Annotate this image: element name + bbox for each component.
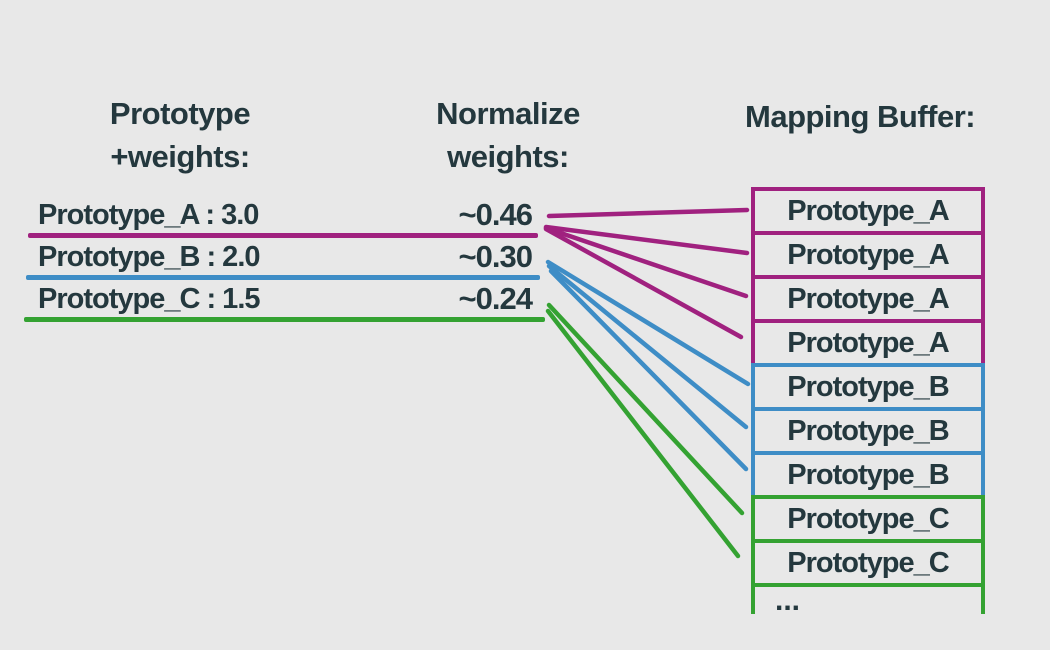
- connector-line-b1: [545, 259, 751, 387]
- buffer-row: Prototype_A: [751, 187, 985, 231]
- buffer-ellipsis-row: ...: [751, 583, 985, 617]
- buffer-row: Prototype_A: [751, 275, 985, 319]
- buffer-row: Prototype_B: [751, 451, 985, 495]
- connector-line-c1: [546, 302, 745, 516]
- connector-line-b3: [548, 268, 749, 472]
- buffer-row: Prototype_A: [751, 231, 985, 275]
- buffer-row-label: Prototype_C: [787, 546, 949, 579]
- buffer-row: Prototype_C: [751, 539, 985, 583]
- normalize-weights-header: Normalize weights:: [383, 92, 633, 178]
- mapping-buffer: Prototype_A Prototype_A Prototype_A Prot…: [751, 187, 985, 617]
- prototype-weights-header: Prototype +weights:: [55, 92, 305, 178]
- prototype-weights-header-line2: +weights:: [110, 139, 250, 174]
- buffer-row: Prototype_A: [751, 319, 985, 363]
- normalized-weight-a: ~0.46: [458, 197, 533, 232]
- buffer-row: Prototype_C: [751, 495, 985, 539]
- buffer-row: Prototype_B: [751, 407, 985, 451]
- buffer-row-label: Prototype_A: [787, 238, 949, 271]
- prototype-c-underline: [24, 317, 545, 322]
- normalized-weight-c: ~0.24: [458, 281, 533, 316]
- connector-line-a4: [543, 226, 744, 340]
- buffer-row-label: Prototype_B: [787, 370, 949, 403]
- buffer-row-label: Prototype_B: [787, 458, 949, 491]
- buffer-row-label: Prototype_A: [787, 282, 949, 315]
- normalized-weight-b: ~0.30: [458, 239, 533, 274]
- buffer-row-label: Prototype_C: [787, 502, 949, 535]
- connector-line-b2: [546, 263, 749, 430]
- connector-line-c2: [545, 308, 741, 559]
- buffer-ellipsis-label: ...: [775, 583, 801, 617]
- buffer-row: Prototype_B: [751, 363, 985, 407]
- prototype-weights-header-line1: Prototype: [109, 96, 251, 131]
- buffer-row-label: Prototype_A: [787, 326, 949, 359]
- prototype-a-label: Prototype_A : 3.0: [38, 199, 259, 231]
- connector-line-a2: [543, 224, 750, 256]
- connector-line-a3: [543, 225, 749, 299]
- connector-line-a1: [546, 207, 750, 219]
- prototype-a-underline: [28, 233, 538, 238]
- buffer-row-label: Prototype_B: [787, 414, 949, 447]
- prototype-b-label: Prototype_B : 2.0: [38, 241, 260, 273]
- mapping-buffer-header: Mapping Buffer:: [745, 99, 976, 134]
- normalize-weights-header-line1: Normalize: [436, 96, 580, 131]
- normalize-weights-header-line2: weights:: [447, 139, 569, 174]
- buffer-row-label: Prototype_A: [787, 194, 949, 227]
- prototype-c-label: Prototype_C : 1.5: [38, 283, 260, 315]
- prototype-b-underline: [26, 275, 540, 280]
